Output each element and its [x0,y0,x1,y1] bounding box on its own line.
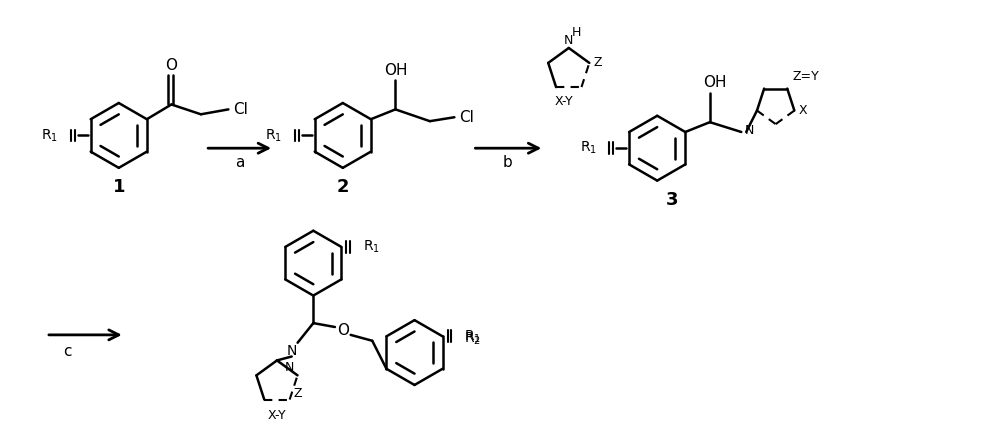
Text: N: N [285,361,294,374]
Text: N: N [744,124,754,136]
Text: Cl: Cl [233,102,248,117]
Text: R$_1$: R$_1$ [41,127,58,144]
Text: 1: 1 [113,178,125,196]
Text: Z: Z [594,56,602,69]
Text: c: c [63,344,72,359]
Text: OH: OH [384,63,407,78]
Text: X-Y: X-Y [268,409,286,422]
Text: R$_1$: R$_1$ [265,127,282,144]
Text: R$_2$: R$_2$ [464,330,481,346]
Text: a: a [235,155,244,170]
Text: X: X [799,104,808,117]
Text: N: N [564,34,573,46]
Text: O: O [165,58,177,73]
Text: OH: OH [703,75,727,90]
Text: O: O [337,323,349,338]
Text: N: N [287,344,297,357]
Text: H: H [572,26,581,39]
Text: b: b [503,155,513,170]
Text: Cl: Cl [459,110,474,125]
Text: R$_1$: R$_1$ [580,140,597,156]
Text: R$_1$: R$_1$ [363,239,380,255]
Text: Z=Y: Z=Y [792,70,819,83]
Text: X-Y: X-Y [555,95,573,107]
Text: 2: 2 [337,178,349,196]
Text: 3: 3 [666,191,678,209]
Text: Z: Z [293,387,302,400]
Text: R$_1$: R$_1$ [464,328,481,345]
